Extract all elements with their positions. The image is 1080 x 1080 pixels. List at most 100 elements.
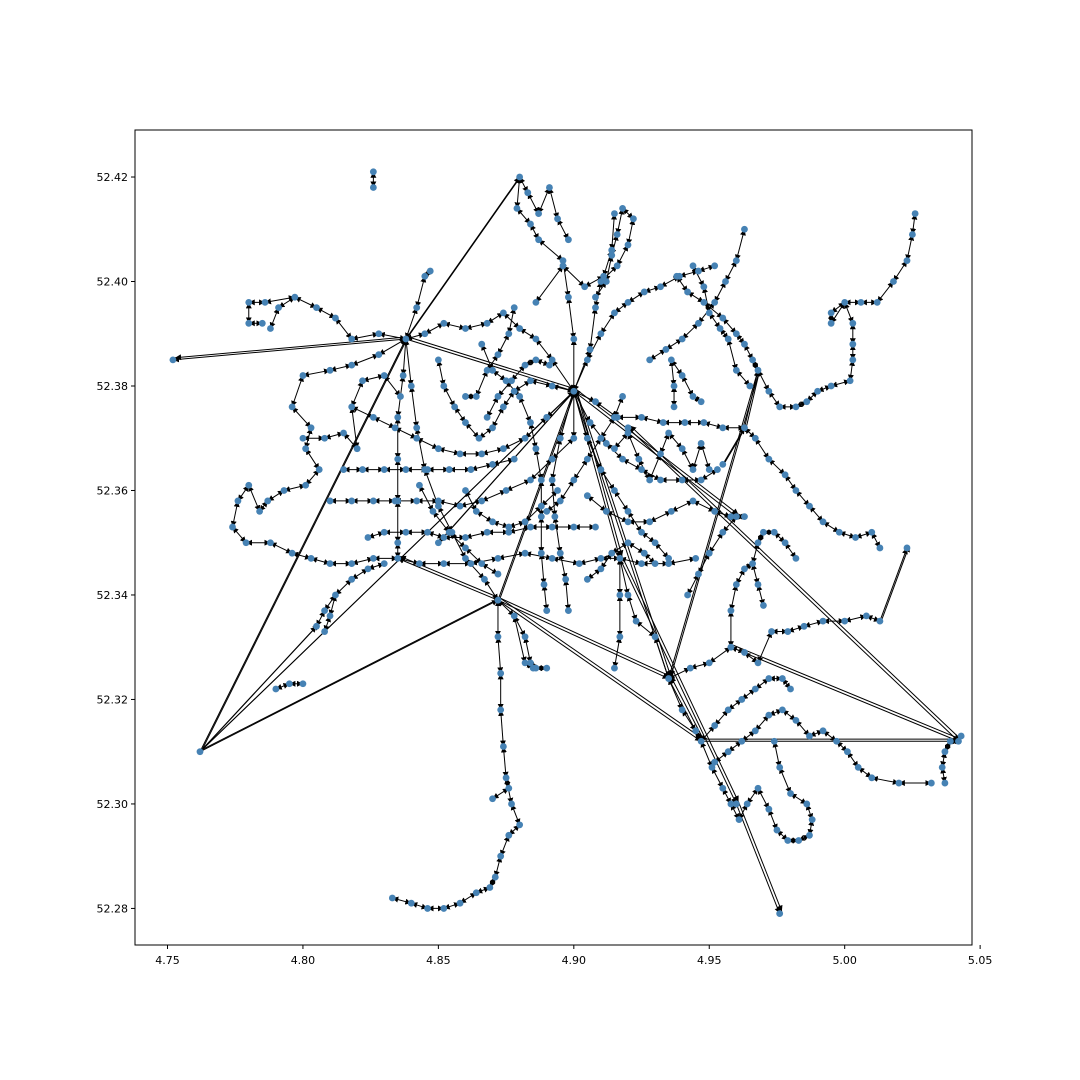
graph-node: [765, 455, 773, 463]
graph-edge: [172, 338, 406, 363]
graph-edge: [305, 469, 320, 486]
graph-node: [554, 215, 561, 223]
graph-node: [586, 419, 594, 426]
graph-edge: [438, 499, 461, 508]
graph-edge: [725, 260, 737, 282]
graph-edge: [879, 547, 908, 622]
graph-node: [638, 466, 645, 473]
graph-node: [472, 889, 480, 897]
graph-edge: [586, 437, 602, 460]
graph-node: [369, 497, 377, 505]
graph-node: [708, 763, 716, 771]
graph-node: [827, 309, 835, 317]
graph-node: [792, 487, 800, 494]
graph-node: [196, 748, 204, 756]
graph-node: [624, 507, 632, 515]
graph-edge: [681, 322, 699, 340]
graph-edge: [270, 542, 293, 554]
graph-node: [583, 492, 591, 500]
graph-node: [890, 278, 897, 285]
graph-node: [524, 189, 532, 197]
graph-edge: [201, 597, 501, 751]
graph-node: [513, 204, 521, 212]
graph-node: [256, 507, 264, 515]
graph-node: [711, 758, 719, 766]
graph-node: [670, 403, 678, 411]
graph-node: [833, 737, 840, 745]
graph-edge: [440, 388, 577, 541]
graph-node: [462, 534, 469, 541]
graph-node: [608, 549, 616, 557]
graph-edge: [575, 388, 672, 677]
graph-node: [548, 455, 556, 463]
graph-node: [516, 393, 524, 400]
graph-node: [684, 288, 691, 296]
graph-node: [778, 706, 786, 714]
graph-node: [754, 784, 762, 792]
graph-node: [741, 424, 748, 432]
x-tick-label: 4.85: [426, 954, 451, 967]
graph-node: [434, 445, 442, 453]
graph-node: [678, 476, 686, 484]
graph-edge: [541, 584, 550, 611]
graph-node: [806, 831, 813, 839]
graph-node: [819, 617, 827, 625]
graph-edge: [538, 187, 550, 214]
graph-node: [486, 884, 494, 891]
graph-node: [570, 476, 578, 484]
graph-edge: [735, 803, 781, 914]
graph-node: [554, 487, 561, 494]
graph-edge: [558, 553, 568, 580]
graph-node: [527, 523, 534, 531]
graph-node: [426, 267, 434, 275]
graph-node: [321, 607, 329, 615]
graph-node: [678, 372, 686, 379]
graph-node: [754, 539, 762, 547]
graph-edge: [302, 368, 331, 378]
graph-node: [245, 481, 253, 489]
graph-node: [489, 795, 496, 803]
graph-node: [678, 706, 686, 714]
graph-node: [497, 706, 505, 714]
graph-edge: [201, 623, 320, 750]
graph-node: [413, 424, 421, 432]
graph-node: [697, 440, 705, 447]
graph-node: [624, 424, 632, 432]
graph-node: [413, 304, 421, 312]
graph-node: [434, 356, 442, 364]
graph-node: [467, 560, 475, 568]
graph-node: [741, 649, 748, 656]
graph-node: [835, 528, 843, 536]
graph-node: [646, 518, 654, 526]
graph-node: [267, 325, 274, 332]
graph-node: [651, 633, 659, 641]
graph-node: [592, 398, 599, 406]
graph-node: [543, 507, 551, 515]
graph-edge: [667, 370, 759, 679]
graph-node: [955, 737, 962, 745]
graph-node: [640, 549, 648, 557]
graph-node: [559, 262, 567, 270]
graph-node: [169, 356, 177, 364]
graph-node: [705, 549, 713, 557]
graph-edge: [438, 447, 461, 456]
graph-node: [741, 565, 748, 573]
graph-node: [602, 507, 610, 515]
graph-node: [481, 575, 488, 583]
graph-node: [630, 215, 637, 223]
graph-node: [285, 680, 293, 688]
graph-node: [581, 283, 589, 291]
graph-node: [806, 502, 813, 510]
graph-node: [546, 184, 553, 191]
graph-edge: [738, 801, 783, 912]
graph-node: [494, 596, 502, 604]
graph-edge: [497, 380, 512, 397]
y-tick-label: 52.34: [97, 589, 129, 602]
graph-node: [527, 659, 534, 667]
graph-edge: [724, 425, 748, 463]
graph-node: [478, 497, 486, 505]
graph-node: [670, 382, 678, 390]
graph-node: [564, 236, 572, 244]
graph-node: [499, 403, 507, 411]
graph-node: [532, 445, 540, 453]
